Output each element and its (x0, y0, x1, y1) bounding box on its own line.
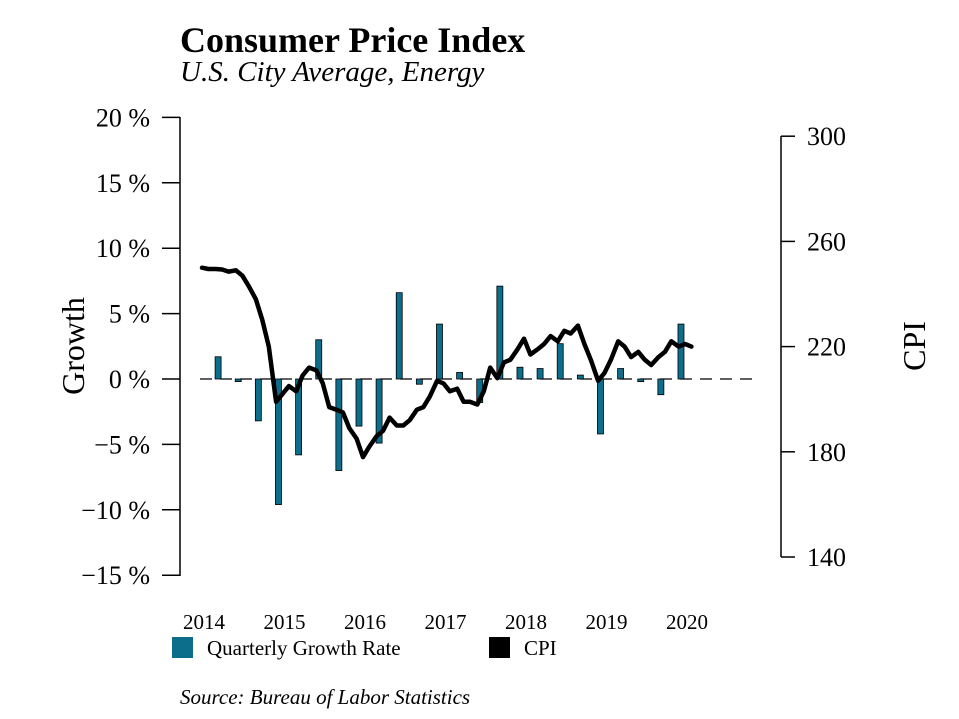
right-axis: 300 260 220 180 140 (780, 122, 846, 572)
growth-bar (657, 378, 665, 396)
x-axis-labels: 2014 2015 2016 2017 2018 2019 2020 (183, 610, 708, 634)
source-note: Source: Bureau of Labor Statistics (180, 685, 470, 709)
left-tick-label: 10 % (96, 234, 150, 263)
bar-series (214, 285, 685, 505)
x-tick-label: 2019 (586, 610, 628, 634)
legend-label-growth: Quarterly Growth Rate (207, 636, 401, 660)
x-tick-label: 2015 (264, 610, 306, 634)
growth-bar (275, 378, 282, 505)
growth-bar (516, 366, 524, 380)
growth-bar (536, 368, 544, 380)
growth-bar (254, 378, 262, 422)
right-tick-label: 260 (807, 227, 846, 256)
right-tick-label: 220 (807, 333, 846, 362)
growth-bar (597, 378, 604, 435)
growth-bar (415, 378, 423, 385)
chart-title: Consumer Price Index (180, 20, 525, 60)
left-axis-label: Growth (55, 297, 91, 395)
right-axis-label: CPI (896, 321, 932, 371)
left-tick-label: 20 % (96, 103, 150, 132)
left-tick-label: 15 % (96, 169, 150, 198)
growth-bar (556, 343, 564, 380)
left-tick-label: −10 % (81, 496, 150, 525)
left-tick-label: 0 % (109, 365, 150, 394)
growth-bar (355, 378, 363, 427)
growth-bar (375, 378, 383, 444)
cpi-line (199, 265, 694, 460)
legend-label-cpi: CPI (524, 636, 557, 660)
right-tick-label: 140 (807, 543, 846, 572)
left-tick-label: −5 % (94, 430, 150, 459)
x-tick-label: 2016 (344, 610, 386, 634)
left-tick-label: 5 % (109, 300, 150, 329)
x-tick-label: 2017 (425, 610, 467, 634)
growth-bar (617, 368, 624, 380)
left-tick-label: −15 % (81, 561, 150, 590)
x-tick-label: 2020 (666, 610, 708, 634)
x-tick-label: 2018 (505, 610, 547, 634)
growth-bar (436, 323, 443, 380)
left-axis: 20 % 15 % 10 % 5 % 0 % −5 % −10 % −15 % (81, 103, 181, 590)
growth-bar (637, 378, 645, 383)
legend: Quarterly Growth Rate CPI (172, 636, 557, 660)
legend-swatch-growth (172, 637, 193, 658)
growth-bar (295, 378, 303, 456)
legend-swatch-cpi (489, 637, 510, 658)
growth-bar (395, 292, 403, 380)
growth-bar (234, 378, 242, 383)
chart-subtitle: U.S. City Average, Energy (180, 56, 485, 88)
x-tick-label: 2014 (183, 610, 226, 634)
growth-bar (335, 378, 343, 471)
growth-bar (456, 372, 464, 380)
growth-bar (677, 323, 685, 380)
growth-bar (214, 356, 222, 380)
growth-bar (496, 285, 504, 380)
right-tick-label: 300 (807, 122, 846, 151)
growth-bar (576, 374, 584, 380)
right-tick-label: 180 (807, 438, 846, 467)
